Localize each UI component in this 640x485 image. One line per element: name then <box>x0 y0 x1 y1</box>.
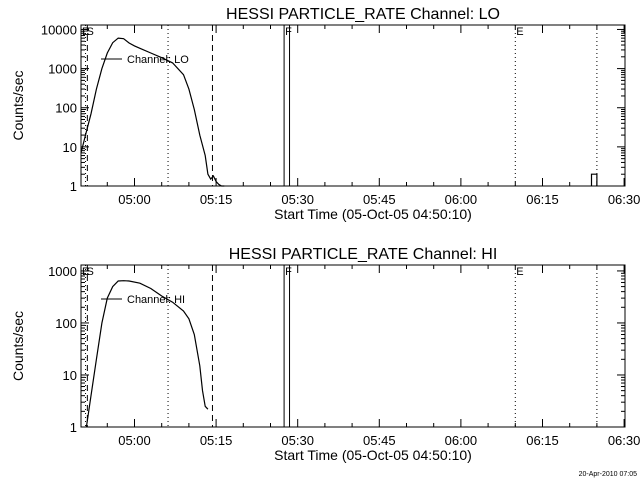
plot1-y-tick-label: 1 <box>70 179 77 194</box>
plot1-flag-label: S <box>87 26 94 38</box>
plot1-x-tick-label: 05:00 <box>118 192 151 207</box>
plot2-y-axis-label: Counts/sec <box>10 311 26 381</box>
plot2-x-tick-label: 06:30 <box>608 433 640 448</box>
plot1-y-tick-label: 10 <box>63 140 77 155</box>
plot1-y-tick-label: 1000 <box>48 62 77 77</box>
plot2-flag-label: E <box>82 266 89 278</box>
plot2-legend-label: Channel: HI <box>127 294 185 306</box>
plot1-x-tick-label: 05:45 <box>363 192 396 207</box>
timestamp-footer: 20-Apr-2010 07:05 <box>579 471 637 478</box>
plot2-flag-label: S <box>87 266 94 278</box>
plot1-flag-label: F <box>285 26 292 38</box>
plot1-series-line-2 <box>590 173 598 186</box>
plot1-x-axis-label: Start Time (05-Oct-05 04:50:10) <box>274 206 472 222</box>
plot1-x-tick-label: 05:30 <box>281 192 314 207</box>
plot2-y-tick-label: 100 <box>55 316 77 331</box>
plot1-y-tick-label: 10000 <box>41 22 77 37</box>
plot2-flag-label: F <box>285 266 292 278</box>
plot2-y-tick-label: 1000 <box>48 264 77 279</box>
plot1-title: HESSI PARTICLE_RATE Channel: LO <box>226 6 500 23</box>
plot1-x-tick-label: 06:15 <box>526 192 559 207</box>
plot2-frame <box>80 264 626 428</box>
plot2-title: HESSI PARTICLE_RATE Channel: HI <box>229 246 498 263</box>
plot2-x-tick-label: 05:00 <box>118 433 151 448</box>
plot2-series-line-1 <box>85 280 209 428</box>
plot1-x-tick-label: 06:30 <box>608 192 640 207</box>
plot1-flag-label: E <box>516 26 523 38</box>
plot1-legend-label: Channel: LO <box>127 54 189 66</box>
plot1-y-axis-label: Counts/sec <box>10 70 26 140</box>
plot2-x-axis-label: Start Time (05-Oct-05 04:50:10) <box>274 447 472 463</box>
plot1-frame <box>80 24 626 187</box>
plot1-x-tick-label: 06:00 <box>445 192 478 207</box>
plot1-flag-label: E <box>82 26 89 38</box>
plot1-y-tick-label: 100 <box>55 101 77 116</box>
plot2-x-tick-label: 05:45 <box>363 433 396 448</box>
plot1-x-tick-label: 05:15 <box>200 192 233 207</box>
plot2-x-tick-label: 05:30 <box>281 433 314 448</box>
plot2-x-tick-label: 06:00 <box>445 433 478 448</box>
plot2-flag-label: E <box>516 266 523 278</box>
plot1-series-line-1 <box>80 37 225 187</box>
plot2-y-tick-label: 1 <box>70 420 77 435</box>
plot2-x-tick-label: 05:15 <box>200 433 233 448</box>
plot2-y-tick-label: 10 <box>63 368 77 383</box>
plot2-x-tick-label: 06:15 <box>526 433 559 448</box>
